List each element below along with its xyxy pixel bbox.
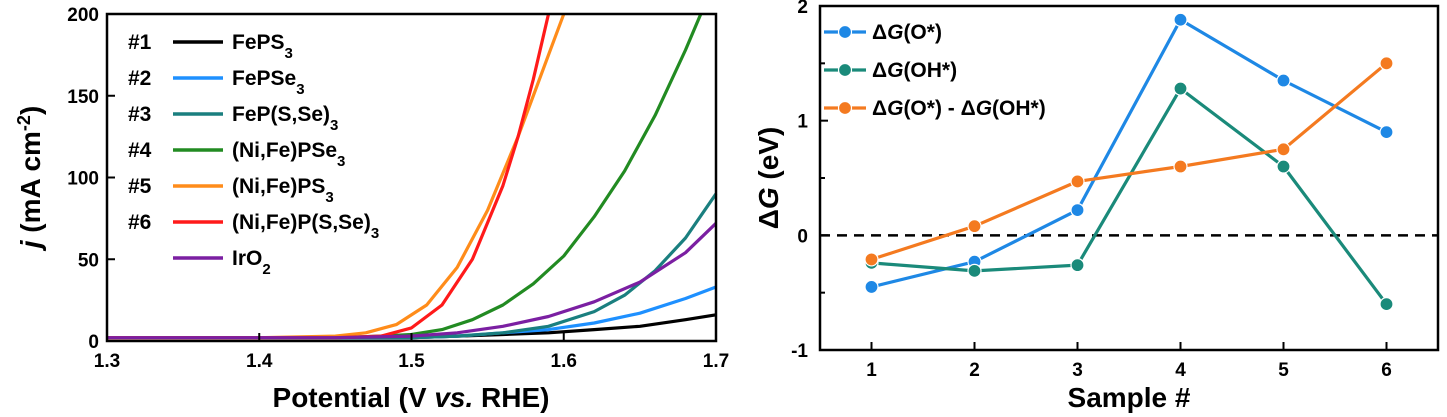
legend-number: #6 bbox=[128, 211, 151, 234]
dg-point bbox=[967, 219, 982, 234]
x-tick-label: 1.5 bbox=[398, 351, 425, 372]
right-y-axis-label: ΔG (eV) bbox=[753, 127, 784, 230]
dg-point bbox=[1276, 159, 1291, 174]
dg-series-line-1 bbox=[871, 18, 1388, 289]
dg-point bbox=[1173, 12, 1188, 27]
left-ticks: 1.3 1.4 1.5 1.6 1.7 0 50 100 150 200 bbox=[67, 5, 729, 372]
right-ticks: 1 2 3 4 5 6 -1 0 1 2 bbox=[791, 0, 1392, 381]
y-tick-label: 50 bbox=[78, 250, 99, 271]
legend-number: #2 bbox=[128, 67, 151, 90]
legend-marker bbox=[837, 100, 853, 116]
dg-point bbox=[1379, 56, 1394, 71]
legend-label: ΔG(O*) - ΔG(OH*) bbox=[872, 97, 1046, 120]
legend-marker bbox=[837, 62, 853, 78]
legend-label: ΔG(OH*) bbox=[872, 59, 957, 82]
dg-point bbox=[864, 279, 879, 295]
x-tick-label: 5 bbox=[1278, 360, 1289, 381]
legend-label: (Ni,Fe)PSe3 bbox=[232, 139, 345, 170]
dg-point bbox=[1173, 159, 1188, 174]
legend-number: #1 bbox=[128, 31, 152, 54]
series-line-6 bbox=[107, 13, 551, 340]
dg-point bbox=[864, 252, 879, 267]
x-tick-label: 1.4 bbox=[246, 351, 273, 372]
dg-point bbox=[1276, 142, 1291, 157]
left-y-axis-label: j (mA cm-2) bbox=[14, 106, 46, 253]
y-tick-label: 1 bbox=[797, 112, 808, 133]
dg-series-line-2 bbox=[871, 86, 1388, 306]
y-tick-label: 2 bbox=[797, 0, 808, 18]
legend-number: #4 bbox=[128, 139, 152, 162]
legend-number: #5 bbox=[128, 175, 152, 198]
right-legend: ΔG(O*) ΔG(OH*) ΔG(O*) - ΔG(OH*) bbox=[824, 21, 1046, 120]
legend-label: ΔG(O*) bbox=[872, 21, 942, 44]
legend-number: #3 bbox=[128, 103, 151, 126]
legend-label: (Ni,Fe)P(S,Se)3 bbox=[232, 211, 379, 242]
right-x-axis-label: Sample # bbox=[1068, 382, 1191, 413]
polarization-chart: 1.3 1.4 1.5 1.6 1.7 0 50 100 150 200 #1 FePS3 #2 FeP… bbox=[14, 5, 729, 413]
y-tick-label: 150 bbox=[67, 87, 99, 108]
legend-label: FeP(S,Se)3 bbox=[232, 103, 338, 134]
y-tick-label: 200 bbox=[67, 5, 99, 26]
x-tick-label: 1.7 bbox=[703, 351, 729, 372]
dg-point bbox=[1379, 297, 1394, 312]
dg-point bbox=[1070, 174, 1085, 189]
series-line-5 bbox=[107, 13, 566, 340]
left-x-axis-label: Potential (V vs. RHE) bbox=[273, 382, 550, 413]
y-tick-label: 0 bbox=[88, 332, 99, 353]
x-tick-label: 1.6 bbox=[551, 351, 577, 372]
dg-point bbox=[1070, 203, 1085, 218]
left-legend: #1 FePS3 #2 FePSe3 #3 FeP(S,Se)3 #4 (Ni,Fe)PSe3… bbox=[128, 31, 379, 278]
polarization-series bbox=[107, 13, 718, 340]
dg-point bbox=[1379, 125, 1394, 140]
y-tick-label: 100 bbox=[67, 169, 99, 190]
free-energy-chart: 1 2 3 4 5 6 -1 0 1 2 ΔG(O*) ΔG(OH*) ΔG(O*) - ΔG(OH*… bbox=[753, 0, 1440, 413]
free-energy-series bbox=[864, 12, 1394, 312]
dg-series-line-3 bbox=[871, 62, 1388, 261]
legend-label: IrO2 bbox=[232, 247, 271, 278]
x-tick-label: 3 bbox=[1072, 360, 1083, 381]
x-tick-label: 1.3 bbox=[94, 351, 120, 372]
dg-point bbox=[1173, 81, 1188, 96]
dg-point bbox=[1070, 258, 1085, 273]
dg-point bbox=[967, 263, 982, 278]
y-tick-label: 0 bbox=[797, 226, 808, 247]
x-tick-label: 6 bbox=[1381, 360, 1392, 381]
x-tick-label: 2 bbox=[969, 360, 980, 381]
legend-label: (Ni,Fe)PS3 bbox=[232, 175, 334, 206]
legend-label: FePSe3 bbox=[232, 67, 305, 98]
x-tick-label: 4 bbox=[1175, 360, 1186, 381]
dg-point bbox=[1276, 73, 1291, 88]
left-plot-frame bbox=[105, 12, 718, 343]
legend-label: FePS3 bbox=[232, 31, 293, 62]
legend-marker bbox=[837, 24, 853, 40]
series-line-7 bbox=[107, 222, 718, 340]
series-line-4 bbox=[107, 13, 703, 340]
x-tick-label: 1 bbox=[866, 360, 877, 381]
y-tick-label: -1 bbox=[791, 341, 808, 362]
